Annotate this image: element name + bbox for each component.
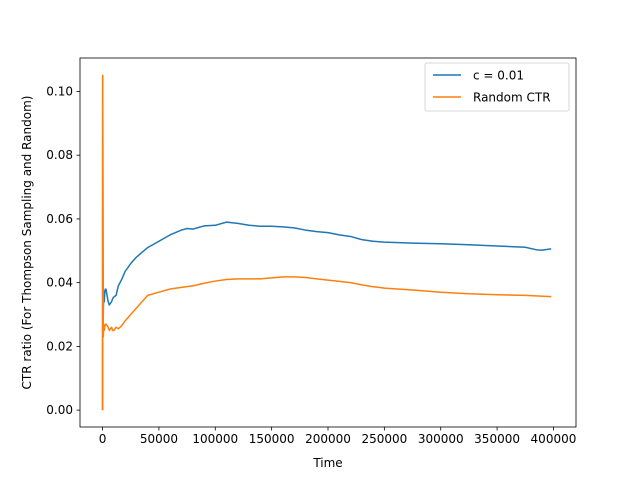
x-tick-label: 0 bbox=[99, 432, 107, 446]
y-tick-label: 0.10 bbox=[46, 84, 73, 98]
x-tick-label: 50000 bbox=[140, 432, 178, 446]
y-tick-label: 0.08 bbox=[46, 148, 73, 162]
x-tick-label: 100000 bbox=[192, 432, 238, 446]
y-tick-label: 0.06 bbox=[46, 212, 73, 226]
x-tick-label: 150000 bbox=[249, 432, 295, 446]
x-tick-label: 250000 bbox=[361, 432, 407, 446]
x-axis-label: Time bbox=[312, 456, 342, 470]
legend: c = 0.01 Random CTR bbox=[424, 62, 570, 112]
plot-area-frame bbox=[79, 57, 577, 428]
y-tick-label: 0.02 bbox=[46, 339, 73, 353]
x-tick-label: 300000 bbox=[418, 432, 464, 446]
legend-label-random-ctr: Random CTR bbox=[473, 91, 551, 105]
y-axis-label: CTR ratio (For Thompson Sampling and Ran… bbox=[20, 96, 34, 390]
series-layer bbox=[101, 74, 552, 411]
x-tick-label: 350000 bbox=[474, 432, 520, 446]
series-line-c-0-01 bbox=[101, 74, 552, 411]
x-tick-label: 400000 bbox=[531, 432, 577, 446]
x-tick-label: 200000 bbox=[305, 432, 351, 446]
y-axis: 0.00 0.02 0.04 0.06 0.08 0.10 bbox=[46, 84, 80, 417]
y-tick-label: 0.00 bbox=[46, 403, 73, 417]
x-axis: 0 50000 100000 150000 200000 250000 300000 3500… bbox=[99, 427, 577, 446]
legend-label-c-0-01: c = 0.01 bbox=[473, 69, 524, 83]
series-line-random-ctr bbox=[101, 74, 552, 411]
y-tick-label: 0.04 bbox=[46, 276, 73, 290]
